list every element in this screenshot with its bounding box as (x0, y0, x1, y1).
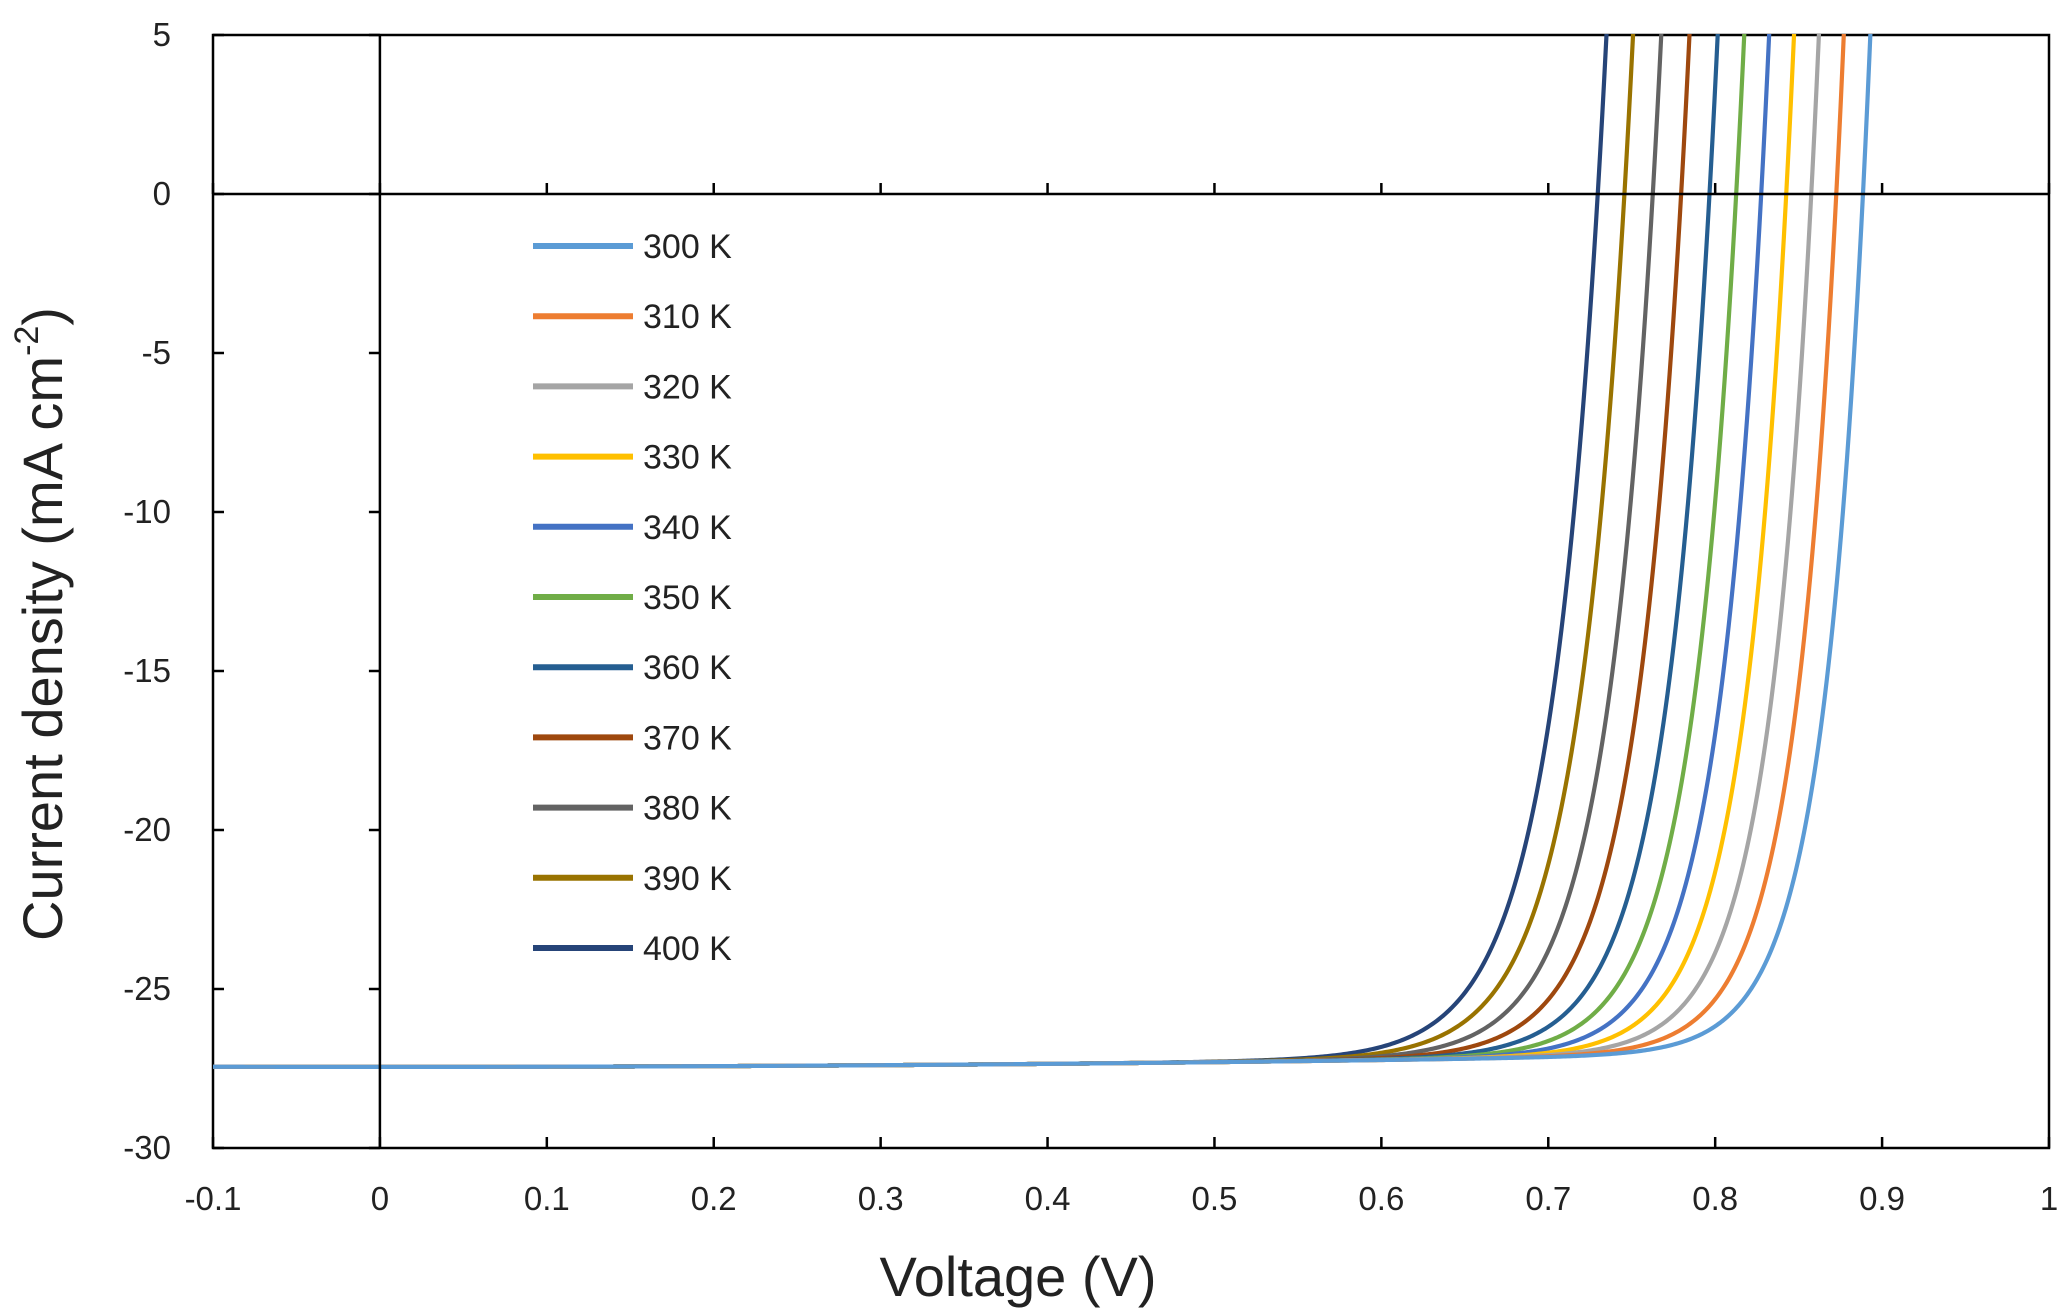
y-tick-label: -15 (123, 652, 171, 689)
legend-label: 320 K (643, 368, 732, 406)
series-line-370k (213, 34, 1692, 1070)
legend-label: 360 K (643, 649, 732, 687)
legend-label: 350 K (643, 579, 732, 617)
y-tick-label: -25 (123, 970, 171, 1007)
plot-border (211, 33, 2051, 1150)
series-line-350k (213, 34, 1747, 1070)
axes-group (213, 35, 2049, 1148)
y-axis-title-close: ) (11, 307, 74, 326)
x-tick-label: 0.8 (1692, 1180, 1738, 1217)
y-axis-title: Current density (mA cm-2) (8, 307, 74, 941)
x-tick-label: 0.4 (1025, 1180, 1071, 1217)
y-tick-label: 0 (153, 175, 171, 212)
series-line-360k (213, 34, 1720, 1070)
series-line-310k (213, 34, 1846, 1070)
legend-label: 340 K (643, 509, 732, 547)
legend-label: 310 K (643, 298, 732, 336)
x-tick-label: 0 (371, 1180, 389, 1217)
series-group (213, 34, 1873, 1070)
legend-label: 370 K (643, 719, 732, 757)
legend-label: 330 K (643, 439, 732, 477)
y-tick-label: 5 (153, 16, 171, 53)
y-tick-label: -30 (123, 1129, 171, 1166)
series-line-330k (213, 34, 1797, 1070)
series-line-340k (213, 34, 1772, 1070)
x-tick-label: 1 (2040, 1180, 2058, 1217)
x-tick-label: 0.9 (1859, 1180, 1905, 1217)
y-tick-label: -10 (123, 493, 171, 530)
legend: 300 K 310 K 320 K 330 K 340 K 350 K 360 K 370 K… (533, 228, 732, 968)
series-line-300k (213, 34, 1873, 1070)
x-tick-label: 0.5 (1192, 1180, 1238, 1217)
legend-label: 380 K (643, 790, 732, 828)
x-tick-label: 0.6 (1358, 1180, 1404, 1217)
x-tick-label: -0.1 (185, 1180, 242, 1217)
x-tick-label: 0.1 (524, 1180, 570, 1217)
y-axis-title-main: Current density (mA cm (11, 356, 74, 941)
x-tick-label: 0.3 (858, 1180, 904, 1217)
legend-label: 300 K (643, 228, 732, 266)
series-line-380k (213, 34, 1664, 1070)
legend-label: 390 K (643, 860, 732, 898)
x-tick-label: 0.7 (1525, 1180, 1571, 1217)
y-axis-title-superscript: -2 (8, 326, 46, 356)
y-tick-label: -20 (123, 811, 171, 848)
plot-frame (211, 33, 2051, 1150)
y-tick-label: -5 (142, 334, 171, 371)
legend-label: 400 K (643, 930, 732, 968)
series-line-400k (213, 34, 1609, 1070)
series-line-320k (213, 34, 1822, 1070)
x-tick-label: 0.2 (691, 1180, 737, 1217)
x-axis-title: Voltage (V) (879, 1245, 1156, 1308)
series-line-390k (213, 34, 1636, 1070)
ticks-group: -0.1 0 0.1 0.2 0.3 0.4 0.5 0.6 0.7 0.8 0.9 1 5 0 -5 -10… (123, 16, 2058, 1217)
